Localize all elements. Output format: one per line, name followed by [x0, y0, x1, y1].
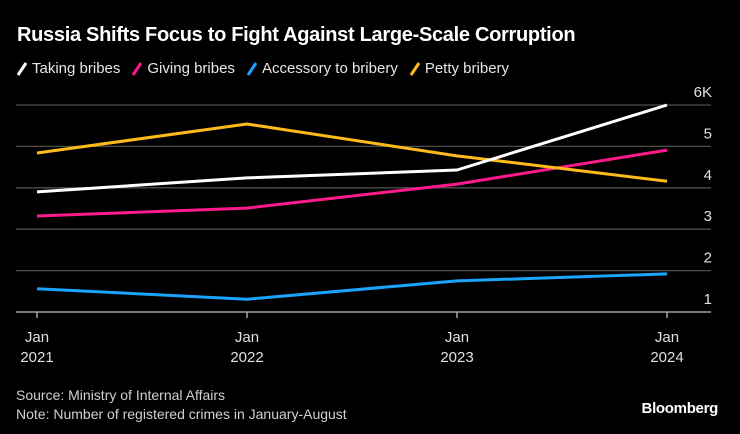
legend-label: Accessory to bribery — [261, 60, 398, 77]
y-tick-label: 5 — [704, 125, 712, 142]
x-tick-label-year: 2021 — [20, 349, 53, 366]
y-tick-label: 2 — [704, 250, 712, 267]
x-tick-label-year: 2022 — [230, 349, 263, 366]
series-line-taking-bribes — [36, 103, 668, 194]
legend-item-giving-bribes: Giving bribes — [132, 60, 235, 77]
series-line-giving-bribes — [36, 148, 668, 218]
x-axis: Jan 2021 Jan 2022 Jan 2023 Jan 2024 — [16, 311, 711, 366]
series-line-petty-bribery — [36, 122, 668, 183]
legend-swatch-giving-bribes — [132, 61, 143, 76]
chart-title: Russia Shifts Focus to Fight Against Lar… — [17, 24, 576, 46]
bloomberg-logo: Bloomberg — [641, 400, 719, 417]
legend-label: Petty bribery — [424, 60, 510, 77]
series-line-accessory-to-bribery — [36, 272, 668, 301]
footer: Source: Ministry of Internal Affairs Not… — [16, 386, 347, 424]
legend-swatch-petty-bribery — [409, 61, 420, 76]
y-tick-label: 6K — [694, 84, 712, 101]
legend-item-petty-bribery: Petty bribery — [409, 60, 510, 77]
legend-item-taking-bribes: Taking bribes — [17, 60, 120, 77]
legend-swatch-accessory-to-bribery — [246, 61, 257, 76]
x-tick-label-year: 2023 — [440, 349, 473, 366]
y-axis-labels: 1 2 3 4 5 6K — [694, 84, 712, 308]
y-tick-label: 4 — [704, 167, 712, 184]
y-tick-label: 3 — [704, 208, 712, 225]
x-tick-label-month: Jan — [25, 329, 49, 346]
source-note: Source: Ministry of Internal Affairs — [16, 387, 226, 403]
series-lines — [36, 103, 668, 301]
legend-item-accessory-to-bribery: Accessory to bribery — [246, 60, 398, 77]
data-note: Note: Number of registered crimes in Jan… — [16, 406, 347, 422]
legend: Taking bribes Giving bribes Accessory to… — [17, 60, 509, 77]
x-tick-label-month: Jan — [445, 329, 469, 346]
legend-label: Taking bribes — [32, 60, 121, 77]
y-tick-label: 1 — [704, 291, 712, 308]
x-tick-label-month: Jan — [655, 329, 679, 346]
x-tick-label-year: 2024 — [650, 349, 683, 366]
legend-swatch-taking-bribes — [17, 61, 27, 76]
x-tick-label-month: Jan — [235, 329, 259, 346]
gridlines — [16, 104, 711, 272]
legend-label: Giving bribes — [147, 60, 235, 77]
